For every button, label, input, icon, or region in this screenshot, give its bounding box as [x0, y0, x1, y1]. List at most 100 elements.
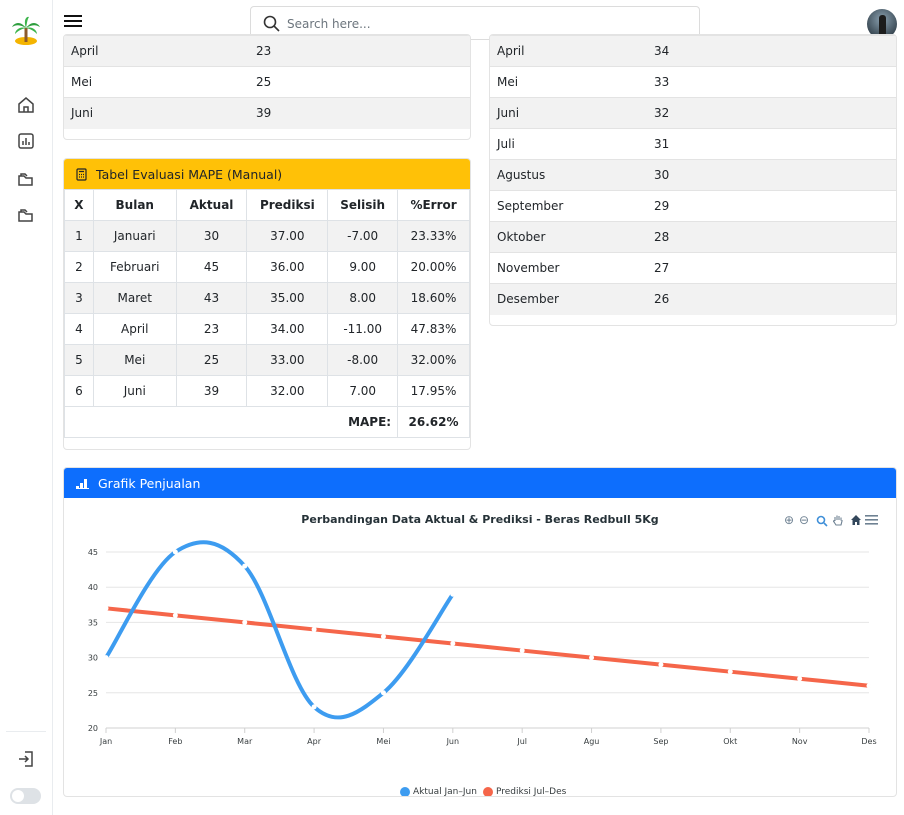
month-cell: Juni — [490, 97, 647, 129]
cell: 35.00 — [246, 282, 329, 314]
data-point — [589, 655, 595, 661]
palm-logo-icon[interactable] — [11, 16, 41, 46]
chart-menu-icon[interactable] — [865, 515, 878, 525]
table-row: April 23 — [64, 35, 470, 67]
cell: Juni — [92, 375, 177, 407]
table-row: Juni 32 — [490, 97, 896, 129]
legend-marker — [483, 787, 493, 796]
x-tick-label: Jun — [446, 737, 460, 746]
column-header: Aktual — [175, 189, 248, 221]
table-row: Agustus 30 — [490, 159, 896, 191]
data-point — [519, 648, 525, 654]
cell: Februari — [92, 251, 177, 283]
data-point — [797, 676, 803, 682]
data-point — [172, 549, 178, 555]
legend-label: Aktual Jan–Jun — [413, 787, 477, 797]
month-cell: Juli — [490, 128, 647, 160]
mape-card: Tabel Evaluasi MAPE (Manual) X Bulan Akt… — [63, 158, 471, 450]
search-icon — [263, 15, 280, 32]
mape-card-title: Tabel Evaluasi MAPE (Manual) — [96, 166, 283, 182]
chart-area: Perbandingan Data Aktual & Prediksi - Be… — [64, 498, 896, 796]
cell: 20.00% — [397, 251, 470, 283]
value-cell: 30 — [647, 159, 896, 191]
cell: 33.00 — [246, 344, 329, 376]
column-header: X — [64, 189, 94, 221]
value-cell: 28 — [647, 221, 896, 253]
data-point — [866, 683, 872, 689]
line-chart: 20 25 30 35 40 45 Jan Feb Mar Apr Mei Jun Jul Agu Sep O… — [88, 540, 877, 746]
logout-icon[interactable] — [16, 749, 36, 769]
sidebar — [0, 0, 53, 815]
prediction-data-card: April 34 Mei 33 Juni 32 Juli 31 Agustus 30 Se… — [489, 34, 897, 326]
month-cell: Mei — [64, 66, 249, 98]
table-header-row: X Bulan Aktual Prediksi Selisih %Error — [64, 189, 470, 221]
x-tick-label: Nov — [792, 737, 808, 746]
data-point — [311, 626, 317, 632]
table-row: November 27 — [490, 252, 896, 284]
cell: 1 — [64, 220, 94, 252]
reset-home-icon[interactable] — [850, 514, 862, 526]
cell: 6 — [64, 375, 94, 407]
y-tick-label: 40 — [88, 583, 98, 592]
table-row: 2 Februari 45 36.00 9.00 20.00% — [64, 251, 470, 283]
search-input[interactable] — [287, 13, 667, 35]
legend-item-prediction[interactable]: Prediksi Jul–Des — [483, 787, 566, 796]
series-line — [104, 540, 455, 720]
month-cell: April — [490, 35, 647, 67]
value-cell: 25 — [249, 66, 470, 98]
folder-icon[interactable] — [16, 206, 36, 226]
cell: 32.00 — [246, 375, 329, 407]
x-tick-label: Des — [861, 737, 876, 746]
y-tick-label: 25 — [88, 689, 98, 698]
menu-toggle-icon[interactable] — [64, 15, 82, 29]
cell: Mei — [92, 344, 177, 376]
table-row: 4 April 23 34.00 -11.00 47.83% — [64, 313, 470, 345]
value-cell: 26 — [647, 283, 896, 315]
data-point — [242, 619, 248, 625]
month-cell: Juni — [64, 97, 249, 129]
value-cell: 32 — [647, 97, 896, 129]
calculator-icon — [76, 167, 87, 181]
cell: 18.60% — [397, 282, 470, 314]
month-cell: Mei — [490, 66, 647, 98]
chart-icon[interactable] — [16, 131, 36, 151]
x-tick-label: Mei — [376, 737, 390, 746]
mape-table: X Bulan Aktual Prediksi Selisih %Error 1… — [64, 189, 470, 438]
column-header: Prediksi — [246, 189, 329, 221]
month-cell: Agustus — [490, 159, 647, 191]
cell: 17.95% — [397, 375, 470, 407]
cell: 43 — [175, 282, 248, 314]
month-cell: November — [490, 252, 647, 284]
table-row: Mei 33 — [490, 66, 896, 98]
home-icon[interactable] — [16, 95, 36, 115]
magnifier-icon[interactable] — [816, 515, 828, 527]
cell: 23 — [175, 313, 248, 345]
value-cell: 27 — [647, 252, 896, 284]
table-row: Mei 25 — [64, 66, 470, 98]
legend-item-actual[interactable]: Aktual Jan–Jun — [400, 787, 477, 797]
x-tick-label: Okt — [723, 737, 737, 746]
zoom-in-icon[interactable]: ⊕ — [784, 513, 795, 527]
x-tick-label: Mar — [237, 737, 253, 746]
cell: April — [92, 313, 177, 345]
mape-label: MAPE: — [64, 406, 399, 438]
cell: Januari — [92, 220, 177, 252]
x-tick-label: Jul — [516, 737, 527, 746]
chart-card: Grafik Penjualan Perbandingan Data Aktua… — [63, 467, 897, 797]
table-row: Oktober 28 — [490, 221, 896, 253]
month-cell: April — [64, 35, 249, 67]
data-point — [380, 690, 386, 696]
data-point — [242, 563, 248, 569]
pan-hand-icon[interactable] — [832, 514, 844, 527]
sidebar-divider — [6, 731, 46, 732]
cell: 9.00 — [327, 251, 399, 283]
zoom-out-icon[interactable]: ⊖ — [799, 513, 810, 527]
cell: 47.83% — [397, 313, 470, 345]
data-point — [103, 605, 109, 611]
column-header: %Error — [397, 189, 470, 221]
column-header: Selisih — [327, 189, 399, 221]
theme-toggle[interactable] — [10, 788, 41, 804]
folder-icon[interactable] — [16, 170, 36, 190]
cell: 45 — [175, 251, 248, 283]
cell: 25 — [175, 344, 248, 376]
